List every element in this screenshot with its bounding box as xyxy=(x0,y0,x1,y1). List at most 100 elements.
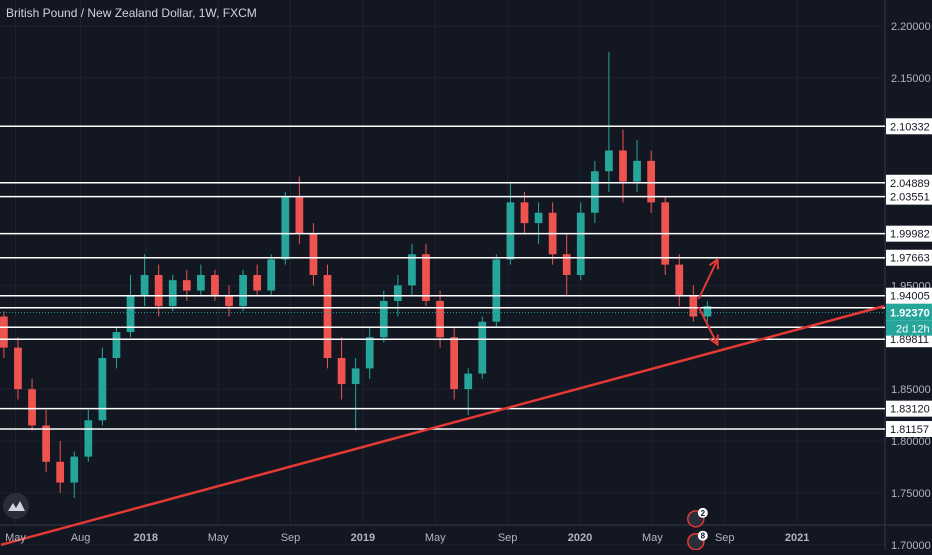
candle-body xyxy=(140,275,149,296)
candle-body xyxy=(647,160,655,203)
price-tick-label: 1.75000 xyxy=(891,488,931,500)
time-tick-label: Sep xyxy=(715,532,735,544)
candle-body xyxy=(197,275,205,291)
candle-body xyxy=(267,259,276,291)
candle-body xyxy=(225,295,233,307)
candle-body xyxy=(295,197,304,234)
level-price-box xyxy=(886,421,932,438)
candle-body xyxy=(703,306,712,317)
chart-title: British Pound / New Zealand Dollar, 1W, … xyxy=(6,6,257,20)
level-price-box xyxy=(886,287,932,304)
price-tick-label: 1.70000 xyxy=(891,540,931,550)
candle-body xyxy=(42,425,50,462)
event-badge-count-bg xyxy=(697,507,708,518)
candle-body xyxy=(393,285,402,301)
candle-body xyxy=(478,321,487,374)
candle-body xyxy=(365,337,374,369)
candle-body xyxy=(84,420,93,457)
time-tick-label: May xyxy=(642,532,663,544)
event-badge-count: 8 xyxy=(701,532,706,541)
level-price-label: 1.97663 xyxy=(890,253,930,265)
level-price-box xyxy=(886,225,932,242)
candle-body xyxy=(182,280,191,291)
event-badge-count: 2 xyxy=(701,509,706,518)
candle-body xyxy=(464,373,473,390)
level-price-label: 2.10332 xyxy=(890,121,930,133)
candle-body xyxy=(590,171,599,213)
time-tick-label: May xyxy=(5,532,26,544)
time-tick-label: 2021 xyxy=(785,532,809,544)
time-tick-label: May xyxy=(425,532,446,544)
level-price-label: 2.04889 xyxy=(890,178,930,190)
level-price-label: 1.83120 xyxy=(890,404,930,416)
current-price-box xyxy=(886,303,932,321)
level-price-box xyxy=(886,118,932,135)
candle-body xyxy=(70,456,79,483)
price-tick-label: 2.20000 xyxy=(891,21,931,33)
countdown-box xyxy=(886,320,932,336)
price-tick-label: 1.85000 xyxy=(891,384,931,396)
time-tick-label: May xyxy=(208,532,229,544)
current-price-label: 1.92370 xyxy=(890,308,930,320)
level-price-box xyxy=(886,400,932,417)
candle-body xyxy=(211,275,219,296)
candle-body xyxy=(562,254,571,275)
projection-arrow xyxy=(697,306,719,345)
level-price-label: 1.94005 xyxy=(890,291,930,303)
candle-body xyxy=(379,300,388,338)
candle-body xyxy=(309,233,318,275)
candle-body xyxy=(168,280,177,307)
tradingview-logo-icon xyxy=(3,493,29,519)
trendline xyxy=(0,304,885,547)
candle-body xyxy=(351,368,360,384)
candle-body xyxy=(154,275,163,307)
candle-body xyxy=(450,337,459,390)
candle-body xyxy=(605,150,613,172)
level-price-label: 1.81157 xyxy=(890,424,929,436)
tradingview-logo-glyph xyxy=(8,501,25,511)
level-price-label: 1.99982 xyxy=(890,229,930,241)
time-tick-label: Sep xyxy=(498,532,518,544)
candle-body xyxy=(576,212,585,275)
time-tick-label: Aug xyxy=(71,532,91,544)
candle-body xyxy=(126,295,135,333)
projection-arrow xyxy=(697,259,719,300)
candle-body xyxy=(422,254,430,301)
countdown-label: 2d 12h xyxy=(896,324,930,336)
level-price-label: 1.89811 xyxy=(890,334,929,346)
time-tick-label: 2018 xyxy=(134,532,158,544)
level-price-box xyxy=(886,249,932,266)
candle-body xyxy=(408,254,416,286)
candle-body xyxy=(281,197,290,260)
time-tick-label: 2020 xyxy=(568,532,592,544)
projection-arrowhead xyxy=(708,257,720,270)
candle-body xyxy=(689,295,698,317)
candle-body xyxy=(0,316,8,348)
time-tick-label: 2019 xyxy=(351,532,375,544)
level-price-box xyxy=(886,174,932,191)
price-tick-label: 2.15000 xyxy=(891,73,931,85)
candle-body xyxy=(534,212,543,224)
candle-body xyxy=(675,264,684,296)
candle-body xyxy=(492,259,501,322)
candle-body xyxy=(323,275,332,359)
candle-body xyxy=(253,275,262,291)
event-badge-count-bg xyxy=(697,530,708,541)
candle-body xyxy=(337,358,346,384)
level-price-box xyxy=(886,188,932,205)
level-price-label: 2.03551 xyxy=(890,192,930,204)
price-tick-label: 1.80000 xyxy=(891,436,931,448)
candle-body xyxy=(520,202,529,224)
projection-arrowhead xyxy=(708,334,719,347)
candle-body xyxy=(14,347,22,390)
candle-body xyxy=(619,150,627,182)
candle-body xyxy=(56,461,65,483)
candle-body xyxy=(112,332,121,359)
candle-body xyxy=(436,300,444,338)
candle-body xyxy=(633,160,641,182)
time-tick-label: Sep xyxy=(281,532,301,544)
candle-body xyxy=(28,389,36,426)
